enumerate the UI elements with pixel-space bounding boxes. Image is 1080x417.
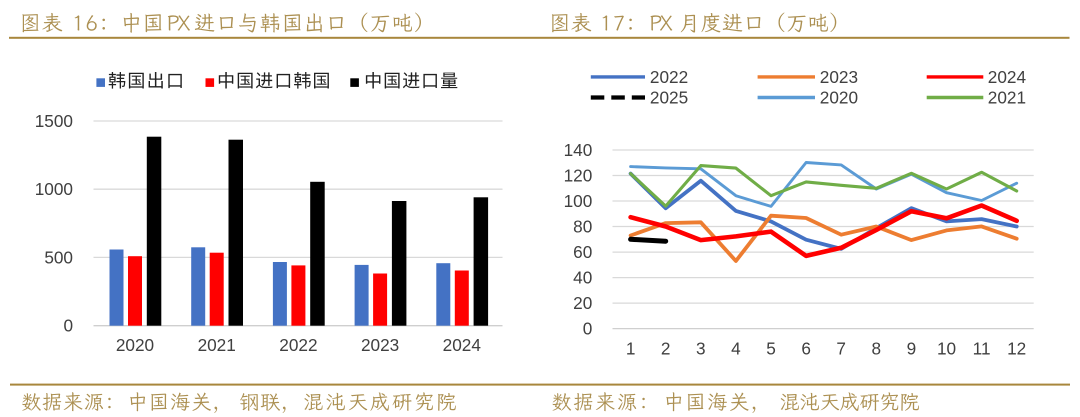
svg-text:6: 6 xyxy=(801,338,811,358)
svg-text:500: 500 xyxy=(44,247,73,267)
svg-text:2021: 2021 xyxy=(198,335,236,355)
svg-text:4: 4 xyxy=(731,338,741,358)
svg-text:3: 3 xyxy=(696,338,706,358)
svg-text:1500: 1500 xyxy=(35,111,73,131)
svg-text:12: 12 xyxy=(1007,338,1026,358)
svg-text:2: 2 xyxy=(661,338,671,358)
svg-text:0: 0 xyxy=(583,319,593,339)
svg-text:80: 80 xyxy=(573,217,592,237)
svg-text:100: 100 xyxy=(564,191,593,211)
svg-text:2020: 2020 xyxy=(116,335,154,355)
svg-text:2020: 2020 xyxy=(820,88,858,108)
svg-text:7: 7 xyxy=(836,338,846,358)
svg-text:2023: 2023 xyxy=(361,335,399,355)
svg-text:8: 8 xyxy=(872,338,882,358)
svg-text:60: 60 xyxy=(573,242,592,262)
svg-text:2024: 2024 xyxy=(988,67,1027,87)
svg-text:5: 5 xyxy=(766,338,776,358)
svg-text:2021: 2021 xyxy=(988,88,1026,108)
svg-text:10: 10 xyxy=(937,338,956,358)
svg-text:1: 1 xyxy=(626,338,636,358)
svg-text:2022: 2022 xyxy=(650,67,688,87)
svg-text:0: 0 xyxy=(63,316,73,336)
svg-text:20: 20 xyxy=(573,293,592,313)
svg-text:11: 11 xyxy=(973,338,991,358)
svg-text:120: 120 xyxy=(564,166,593,186)
svg-text:1000: 1000 xyxy=(35,179,73,199)
svg-text:2022: 2022 xyxy=(279,335,317,355)
svg-text:40: 40 xyxy=(573,268,592,288)
svg-text:2023: 2023 xyxy=(820,67,858,87)
svg-text:140: 140 xyxy=(564,140,593,160)
svg-text:2025: 2025 xyxy=(650,88,688,108)
svg-text:9: 9 xyxy=(907,338,917,358)
svg-text:2024: 2024 xyxy=(443,335,482,355)
